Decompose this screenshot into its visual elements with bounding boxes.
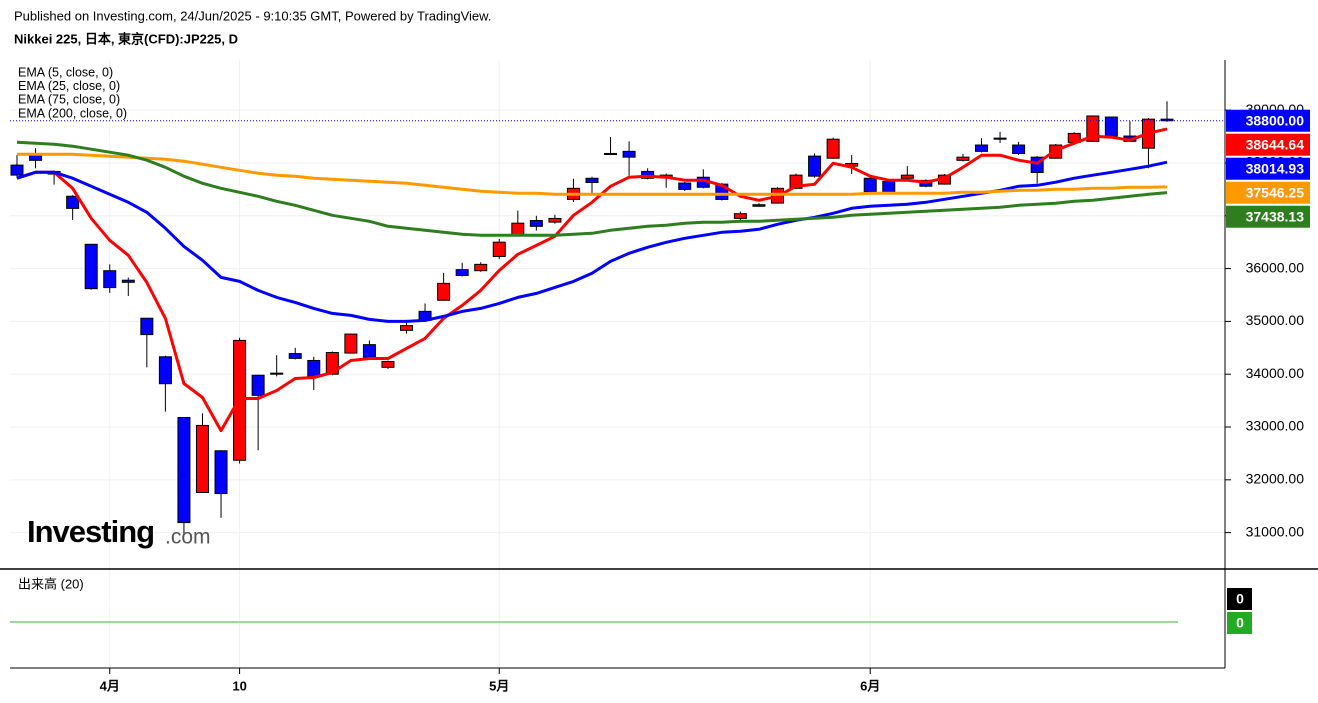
last-value-label: 38644.64 (1246, 136, 1305, 152)
volume-value-label: 0 (1236, 615, 1244, 631)
logo: Investing (27, 514, 154, 549)
candle-body (752, 204, 766, 207)
last-value-label: 37546.25 (1246, 184, 1305, 200)
volume-value-box (1227, 612, 1252, 634)
last-value-label: 38800.00 (1246, 112, 1305, 128)
candle-body (511, 222, 525, 236)
candle-body (307, 359, 321, 377)
candle-body (1160, 118, 1174, 122)
candle-body (121, 279, 135, 283)
candle-body (529, 220, 543, 227)
y-tick-label: 33000.00 (1246, 418, 1305, 434)
candle-body (733, 213, 747, 219)
candle-body (10, 164, 24, 176)
candle-body (103, 270, 117, 289)
published-note: Published on Investing.com, 24/Jun/2025 … (14, 8, 491, 23)
last-value-box (1226, 133, 1310, 156)
legend-entry: EMA (75, close, 0) (18, 93, 120, 107)
candle-body (585, 177, 599, 184)
x-tick-label: 4月 (100, 678, 120, 693)
y-tick-label: 35000.00 (1246, 312, 1305, 328)
last-value-box (1226, 157, 1310, 180)
candle-body (808, 155, 822, 177)
candle-body (956, 156, 970, 161)
y-tick-label: 34000.00 (1246, 365, 1305, 381)
candle-body (455, 269, 469, 276)
candle-body (195, 424, 209, 493)
last-value-label: 38014.93 (1246, 160, 1305, 176)
candle-body (381, 361, 395, 368)
candle-body (882, 180, 896, 194)
x-tick-label: 6月 (860, 678, 880, 693)
volume-value-label: 0 (1236, 591, 1244, 607)
candle-body (214, 450, 228, 495)
candle-body (177, 417, 191, 524)
candle-body (400, 325, 414, 331)
candle-body (900, 174, 914, 179)
chart-title: Nikkei 225, 日本, 東京(CFD):JP225, D (14, 31, 238, 46)
last-value-box (1226, 109, 1310, 132)
y-tick-label: 36000.00 (1246, 259, 1305, 275)
candle-body (344, 333, 358, 354)
x-tick-label: 10 (232, 678, 246, 693)
candle-body (1012, 144, 1026, 154)
ema-line (16, 140, 1168, 237)
candle-body (826, 138, 840, 159)
ema-line (16, 127, 1168, 433)
candle-body (863, 177, 877, 192)
candle-body (66, 195, 80, 209)
candle-body (993, 137, 1007, 140)
last-value-box (1226, 205, 1310, 228)
ema-line (17, 152, 1168, 196)
candle-body (288, 353, 302, 359)
candle-body (362, 344, 376, 358)
candle-body (622, 150, 636, 158)
candle-body (975, 144, 989, 152)
x-tick-label: 5月 (489, 678, 509, 693)
candle-body (84, 243, 98, 290)
last-value-box (1226, 181, 1310, 204)
last-value-label: 37438.13 (1246, 208, 1305, 224)
candle-body (604, 152, 618, 156)
legend-entry: EMA (25, close, 0) (18, 79, 120, 93)
y-tick-label: 32000.00 (1246, 471, 1305, 487)
candle-body (474, 263, 488, 272)
plot (10, 101, 1174, 536)
candle-body (548, 217, 562, 223)
volume-value-box (1227, 588, 1252, 610)
y-tick-label: 31000.00 (1246, 523, 1305, 539)
candle-body (140, 317, 154, 336)
candle-body (437, 282, 451, 301)
candle-body (1104, 116, 1118, 137)
candle-body (251, 374, 265, 396)
candle-body (158, 356, 172, 385)
legend-entry: EMA (200, close, 0) (18, 106, 127, 120)
candle-body (678, 182, 692, 190)
candle-body (492, 241, 506, 257)
logo-suffix: .com (165, 526, 211, 549)
legend-entry: EMA (5, close, 0) (18, 65, 113, 79)
candle-body (270, 372, 284, 375)
ema-line (16, 160, 1168, 323)
volume-title: 出来高 (20) (18, 576, 84, 591)
